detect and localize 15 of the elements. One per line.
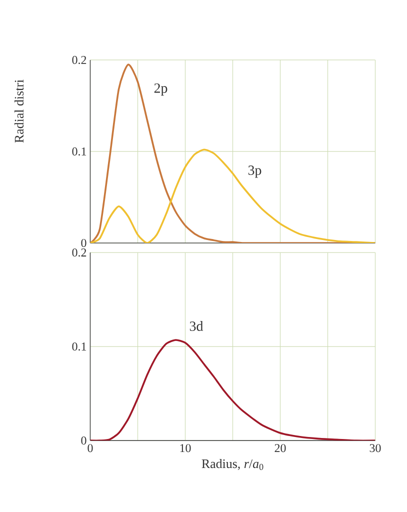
series-label: 2p: [154, 83, 168, 96]
x-tick-label: 30: [370, 444, 381, 452]
y-tick-label: 0.1: [72, 147, 86, 156]
series-label: 3p: [248, 166, 262, 178]
x-tick-label: 0: [88, 444, 93, 452]
y-tick-label: 0.1: [72, 342, 86, 351]
y-tick-label: 0.2: [72, 248, 86, 257]
x-axis-title: Radius, r/a$_{0}$: [202, 458, 264, 470]
y-axis-title: Radial distri: [14, 80, 24, 143]
y-tick-label: 0: [81, 436, 86, 445]
x-tick-label: 10: [180, 444, 191, 452]
series-label: 3d: [190, 321, 204, 331]
y-tick-label: 0: [81, 238, 86, 248]
y-tick-label: 0.2: [72, 56, 86, 64]
x-tick-label: 20: [274, 444, 286, 452]
